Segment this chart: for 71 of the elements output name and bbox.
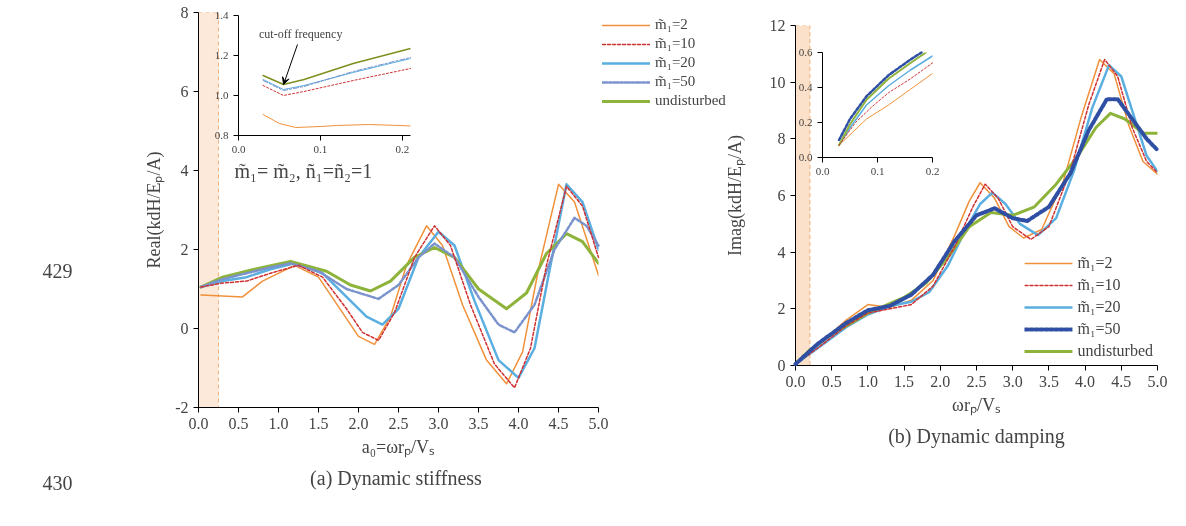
y-tick-label: 0.4 (798, 81, 813, 93)
y-tick-label: -2 (175, 399, 189, 416)
legend-label: m̃₁=2 (655, 16, 688, 33)
y-tick-label: 2 (180, 241, 189, 258)
line-series (199, 216, 600, 334)
y-tick-label: 0.2 (798, 116, 813, 128)
x-tick-label: 2.0 (348, 414, 369, 432)
line-series (262, 68, 411, 96)
y-tick-label: 1.0 (214, 89, 229, 101)
y-tick-label: 8 (180, 4, 189, 21)
y-tick-label: 0.0 (798, 151, 813, 163)
x-tick-label: 1.0 (268, 414, 289, 432)
x-tick-label: 0.1 (313, 142, 328, 155)
y-axis-title: Real(kdH/Eₚ/A) (144, 151, 166, 269)
legend-label: m̃₁=10 (1077, 275, 1121, 295)
x-tick-label: 0.0 (815, 164, 830, 177)
y-tick-label: 1.2 (214, 49, 229, 61)
x-tick-label: 0.2 (925, 164, 940, 177)
y-tick-label: 10 (769, 73, 786, 91)
x-tick-label: 3.5 (1038, 372, 1059, 390)
legend-label: m̃₁=50 (655, 73, 696, 90)
y-tick-label: 0 (777, 357, 786, 374)
text: 430 (42, 471, 73, 494)
text: (b) Dynamic damping (888, 424, 1065, 448)
legend-label: m̃₁=2 (1077, 253, 1113, 273)
x-tick-label: 0.5 (228, 414, 249, 432)
y-tick-label: 12 (769, 17, 786, 34)
line-series (262, 47, 411, 86)
x-tick-label: 2.5 (966, 372, 987, 390)
y-tick-label: 0 (180, 320, 189, 337)
x-tick-label: 2.0 (930, 372, 951, 390)
x-tick-label: 1.5 (308, 414, 329, 432)
x-tick-label: 3.0 (428, 414, 449, 432)
legend-label: undisturbed (655, 92, 726, 109)
x-tick-label: 2.5 (388, 414, 409, 432)
annotation: m̃₁= m̃₂, ñ₁=ñ₂=1 (234, 160, 373, 183)
x-tick-label: 5.0 (1147, 372, 1168, 390)
legend-label: m̃₁=20 (1077, 297, 1121, 317)
y-tick-label: 4 (777, 243, 786, 261)
y-tick-label: 4 (180, 162, 189, 179)
y-tick-label: 6 (777, 187, 786, 204)
legend-label: m̃₁=10 (655, 35, 696, 52)
y-tick-label: 0.6 (798, 46, 813, 58)
x-tick-label: 1.0 (857, 372, 878, 390)
legend-label: m̃₁=20 (655, 54, 696, 71)
x-tick-label: 5.0 (588, 414, 609, 432)
x-tick-label: 1.5 (894, 372, 915, 390)
y-tick-label: 1.4 (214, 9, 229, 21)
y-tick-label: 0.8 (214, 129, 229, 141)
x-tick-label: 4.5 (1111, 372, 1132, 390)
x-tick-label: 4.5 (548, 414, 569, 432)
legend-label: undisturbed (1077, 341, 1153, 361)
x-tick-label: 3.5 (468, 414, 489, 432)
x-axis-title: ωrₚ/Vₛ (952, 394, 1001, 416)
legend-label: m̃₁=50 (1077, 319, 1121, 339)
x-tick-label: 4.0 (508, 414, 529, 432)
x-tick-label: 0.5 (821, 372, 842, 390)
annotation: cut-off frequency (258, 26, 343, 41)
y-tick-label: 6 (180, 83, 189, 100)
x-tick-label: 3.0 (1002, 372, 1023, 390)
text: 429 (42, 259, 73, 282)
y-tick-label: 8 (777, 130, 786, 148)
x-tick-label: 0.1 (870, 164, 885, 177)
x-tick-label: 4.0 (1075, 372, 1096, 390)
y-tick-label: 2 (777, 300, 786, 318)
line-series (262, 114, 411, 128)
text: (a) Dynamic stiffness (310, 466, 483, 490)
y-axis-title: Imag(kdH/Eₚ/A) (724, 135, 746, 256)
x-tick-label: 0.2 (395, 142, 410, 155)
x-tick-label: 0.0 (231, 142, 246, 155)
x-axis-title: a₀=ωrₚ/Vₛ (361, 436, 436, 458)
